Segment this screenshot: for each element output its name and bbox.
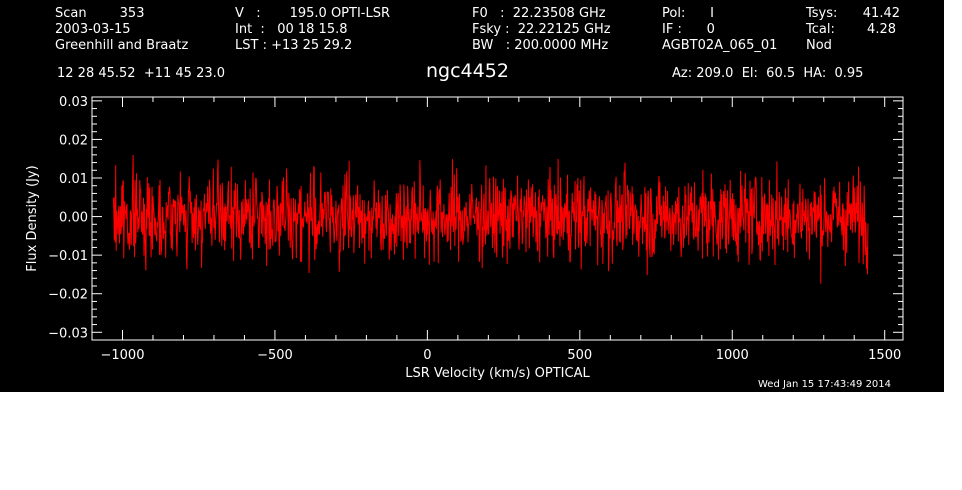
header-lst: LST : +13 25 29.2 bbox=[235, 38, 353, 53]
header-tsys-label: Tsys: bbox=[806, 6, 838, 21]
y-tick-label: 0.03 bbox=[59, 95, 88, 110]
header-tcal-label: Tcal: bbox=[806, 22, 835, 37]
plot-frame bbox=[91, 96, 904, 341]
y-axis-label: Flux Density (Jy) bbox=[25, 165, 40, 271]
y-tick-label: 0.00 bbox=[59, 211, 88, 226]
x-tick-label: 1500 bbox=[868, 348, 901, 363]
spectrum-panel: Scan 353 2003-03-15 Greenhill and Braatz… bbox=[0, 0, 944, 392]
x-tick-label: 1000 bbox=[716, 348, 749, 363]
header-rest-freq: F0 : 22.23508 GHz bbox=[472, 6, 606, 21]
x-tick-label: 0 bbox=[423, 348, 431, 363]
header-observers: Greenhill and Braatz bbox=[55, 38, 189, 53]
header-date: 2003-03-15 bbox=[55, 22, 131, 37]
y-tick-label: −0.01 bbox=[48, 249, 88, 264]
header-polarization: Pol: I bbox=[662, 6, 714, 21]
y-tick-label: −0.02 bbox=[48, 288, 88, 303]
source-name: ngc4452 bbox=[426, 60, 509, 82]
header-coordinates: 12 28 45.52 +11 45 23.0 bbox=[57, 66, 226, 81]
header-tsys-value: 41.42 bbox=[862, 6, 900, 21]
x-axis-label: LSR Velocity (km/s) OPTICAL bbox=[405, 366, 590, 381]
series-line bbox=[112, 154, 869, 284]
header-if: IF : 0 bbox=[662, 22, 715, 37]
header-velocity: V : 195.0 OPTI-LSR bbox=[235, 6, 391, 21]
header-pointing: Az: 209.0 El: 60.5 HA: 0.95 bbox=[672, 66, 864, 81]
header-tcal-value: 4.28 bbox=[867, 22, 896, 37]
y-tick-label: 0.02 bbox=[59, 133, 88, 148]
header-bandwidth: BW : 200.0000 MHz bbox=[472, 38, 609, 53]
header-integration: Int : 00 18 15.8 bbox=[235, 22, 348, 37]
header-scan: Scan 353 bbox=[55, 6, 145, 21]
x-tick-label: 500 bbox=[567, 348, 592, 363]
y-tick-label: 0.01 bbox=[59, 172, 88, 187]
header-sky-freq: Fsky : 22.22125 GHz bbox=[472, 22, 611, 37]
header-nod-label: Nod bbox=[806, 38, 832, 53]
x-tick-label: −500 bbox=[257, 348, 293, 363]
header-project: AGBT02A_065_01 bbox=[662, 38, 778, 53]
y-tick-label: −0.03 bbox=[48, 326, 88, 341]
x-tick-label: −1000 bbox=[100, 348, 144, 363]
spectrum-chart: −1000 −500 0 500 1000 1500 −0.03 −0.02 −0.01 0.00… bbox=[25, 95, 904, 381]
plot-timestamp: Wed Jan 15 17:43:49 2014 bbox=[758, 379, 892, 390]
